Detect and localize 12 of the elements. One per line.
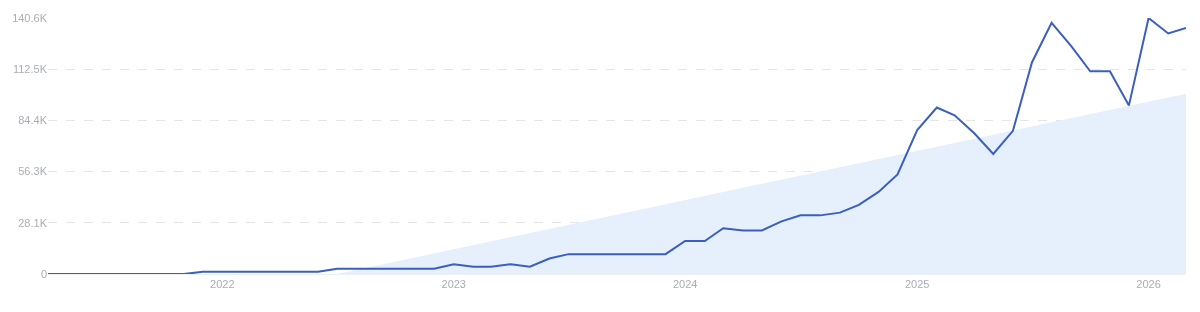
- y-tick-label: 0: [40, 267, 47, 280]
- y-tick-label: 112.5K: [12, 63, 48, 76]
- y-tick-label: 140.6K: [12, 11, 48, 24]
- x-tick-label: 2025: [904, 278, 930, 291]
- x-tick-label: 2026: [1136, 278, 1161, 291]
- x-tick-label: 2023: [441, 278, 466, 291]
- y-tick-label: 56.3K: [18, 165, 48, 178]
- y-tick-label: 28.1K: [18, 216, 48, 229]
- line-series: [48, 18, 1186, 274]
- x-tick-label: 2024: [672, 278, 698, 291]
- x-tick-label: 2022: [210, 278, 235, 291]
- y-tick-label: 84.4K: [18, 114, 48, 127]
